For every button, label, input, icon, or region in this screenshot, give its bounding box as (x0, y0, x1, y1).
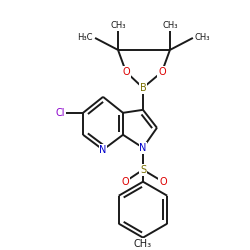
Text: H₃C: H₃C (78, 34, 93, 42)
Text: O: O (121, 177, 129, 187)
Text: O: O (122, 67, 130, 77)
Text: CH₃: CH₃ (110, 22, 126, 30)
Text: CH₃: CH₃ (195, 34, 210, 42)
Text: N: N (99, 145, 107, 155)
Text: O: O (159, 177, 167, 187)
Text: B: B (140, 83, 146, 93)
Text: CH₃: CH₃ (134, 239, 152, 249)
Text: CH₃: CH₃ (162, 22, 178, 30)
Text: O: O (158, 67, 166, 77)
Text: N: N (139, 143, 147, 153)
Text: Cl: Cl (55, 108, 65, 118)
Text: S: S (140, 165, 146, 175)
